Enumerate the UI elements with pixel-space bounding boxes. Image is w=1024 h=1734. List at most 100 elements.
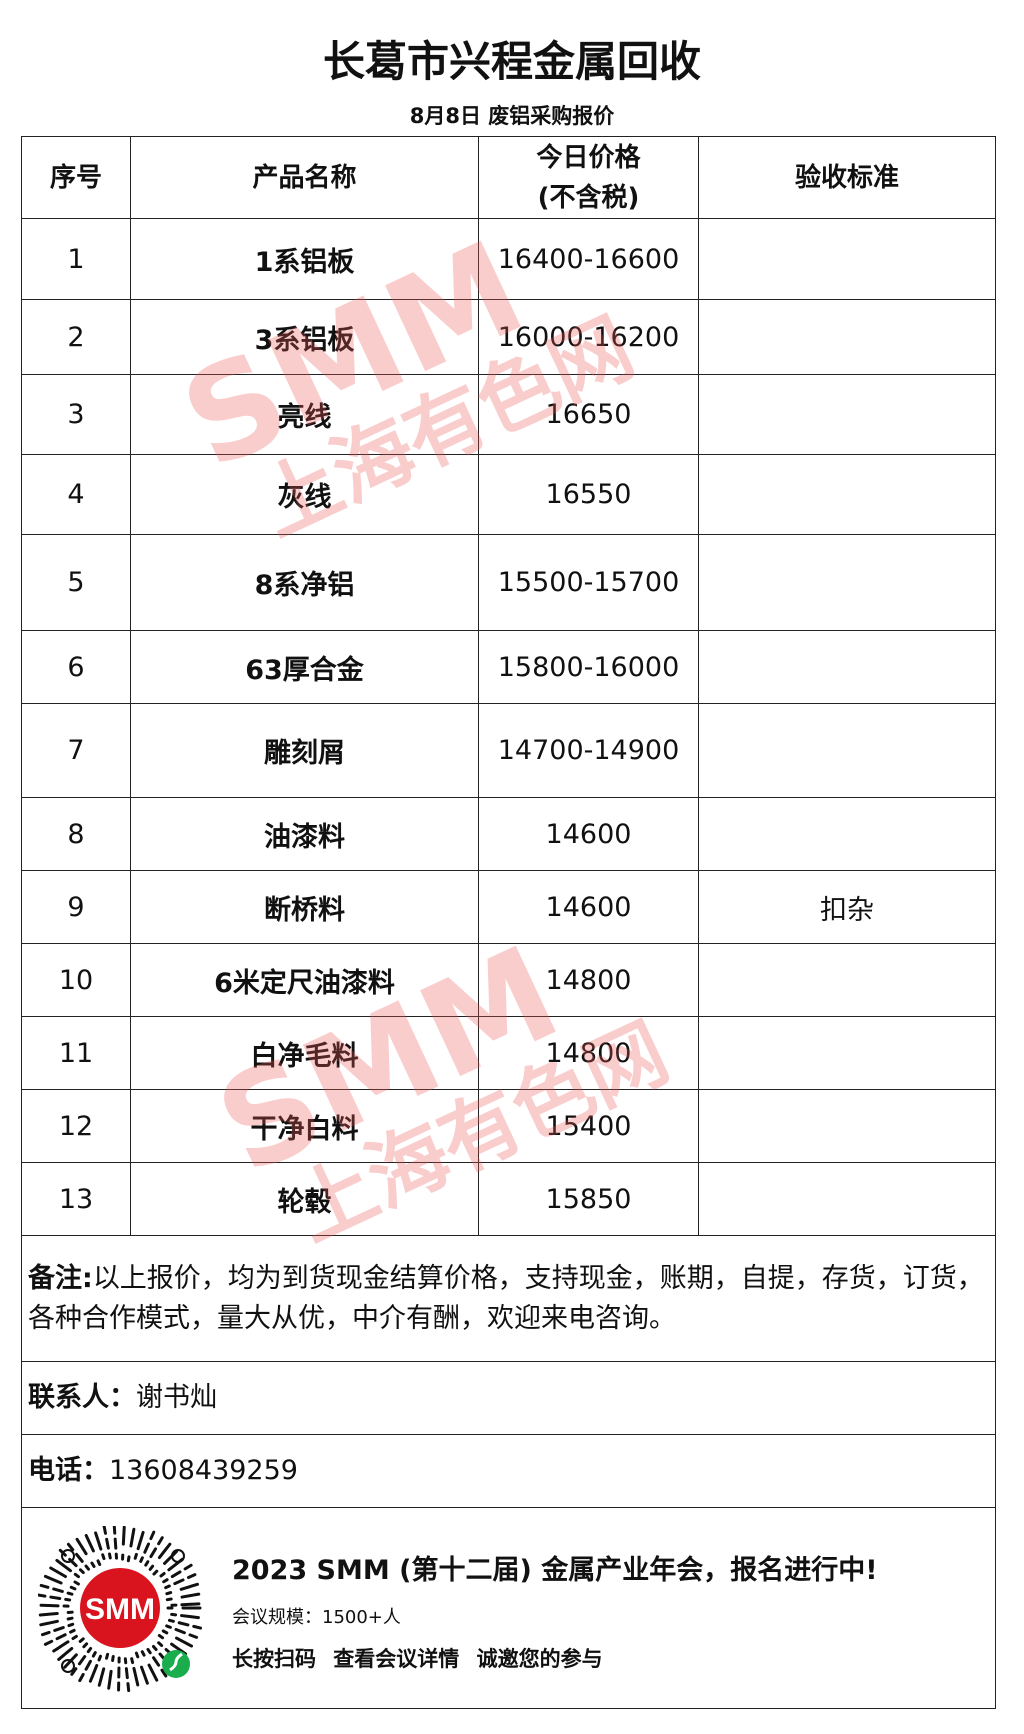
- qr-ray: [51, 1577, 63, 1585]
- qr-ray: [88, 1541, 95, 1553]
- qr-ray: [105, 1652, 110, 1660]
- qr-ray: [75, 1537, 83, 1547]
- qr-ray: [96, 1559, 102, 1566]
- acceptance-standard: [698, 630, 996, 704]
- qr-ray: [187, 1573, 197, 1579]
- acceptance-standard: [698, 218, 996, 300]
- qr-ray: [146, 1647, 152, 1655]
- row-number: 12: [21, 1089, 131, 1163]
- qr-ray: [160, 1668, 168, 1678]
- qr-ray: [43, 1639, 54, 1646]
- qr-ray: [190, 1592, 201, 1597]
- qr-ray: [97, 1654, 103, 1662]
- qr-ray: [88, 1673, 95, 1683]
- qr-ray: [105, 1537, 110, 1550]
- qr-ray: [157, 1634, 165, 1640]
- table-row: 13 轮毂 15850: [21, 1162, 996, 1236]
- table-row: 3 亮线 16650: [21, 374, 996, 455]
- qr-ray: [107, 1679, 112, 1690]
- qr-ray: [170, 1642, 181, 1651]
- table-row: 2 3系铝板 16000-16200: [21, 299, 996, 375]
- qr-ray: [70, 1667, 78, 1676]
- qr-ray: [164, 1542, 172, 1552]
- row-number: 8: [21, 797, 131, 871]
- qr-ray: [91, 1651, 97, 1658]
- ad-banner[interactable]: SMM 2023 SMM (第十二届) 金属产业年会，报名进行中! 会议规模：1…: [21, 1507, 996, 1709]
- price: 16550: [478, 454, 699, 535]
- qr-ray: [91, 1663, 99, 1676]
- table-row: 6 63厚合金 15800-16000: [21, 630, 996, 704]
- qr-ray: [52, 1645, 62, 1653]
- qr-ray: [179, 1585, 192, 1591]
- phone-cell: 电话：13608439259: [21, 1434, 996, 1508]
- qr-ray: [126, 1682, 131, 1693]
- qr-ray: [99, 1667, 106, 1680]
- qr-ray: [189, 1615, 200, 1620]
- qr-ray: [108, 1552, 112, 1560]
- ad-cta: 长按扫码 查看会议详情 诚邀您的参与: [232, 1647, 603, 1671]
- qr-ray: [43, 1574, 54, 1581]
- qr-ray: [82, 1642, 89, 1649]
- qr-ray: [173, 1578, 185, 1586]
- qr-ray: [157, 1536, 164, 1546]
- table-row: 5 8系净铝 15500-15700: [21, 534, 996, 631]
- qr-ray: [129, 1535, 135, 1548]
- qr-ray: [49, 1595, 62, 1600]
- product-name: 63厚合金: [130, 630, 479, 704]
- row-number: 10: [21, 943, 131, 1017]
- qr-ray: [136, 1538, 143, 1551]
- product-name: 8系净铝: [130, 534, 479, 631]
- page-subtitle: 8月8日 废铝采购报价: [409, 104, 615, 128]
- price-table: 序号 产品名称 今日价格 (不含税) 验收标准 1 1系铝板 16400-16600 2…: [21, 136, 996, 1709]
- acceptance-standard: [698, 1016, 996, 1090]
- price: 16650: [478, 374, 699, 455]
- acceptance-standard: [698, 299, 996, 375]
- table-row: 12 干净白料 15400: [21, 1089, 996, 1163]
- qr-ray: [183, 1641, 194, 1648]
- qr-ray: [134, 1651, 140, 1659]
- qr-ray: [151, 1644, 158, 1652]
- qr-ray: [170, 1570, 182, 1579]
- qr-ray: [157, 1548, 167, 1560]
- qr-ray: [132, 1666, 138, 1679]
- qr-ray: [149, 1547, 158, 1559]
- product-name: 干净白料: [130, 1089, 479, 1163]
- qr-ray: [149, 1530, 156, 1541]
- price: 14600: [478, 797, 699, 871]
- qr-ray: [55, 1633, 67, 1641]
- qr-ray: [134, 1676, 140, 1687]
- qr-ray: [39, 1583, 50, 1589]
- table-row: 8 油漆料 14600: [21, 797, 996, 871]
- qr-ray: [159, 1572, 166, 1578]
- qr-ray: [163, 1555, 173, 1565]
- qr-ray: [130, 1657, 135, 1665]
- qr-ray: [157, 1641, 164, 1647]
- qr-ray: [73, 1580, 80, 1586]
- qr-ray: [49, 1566, 59, 1573]
- qr-ray: [147, 1663, 155, 1675]
- ad-scale: 会议规模：1500+人: [232, 1607, 401, 1628]
- price: 15400: [478, 1089, 699, 1163]
- qr-ray: [66, 1542, 75, 1552]
- qr-ray: [84, 1564, 91, 1571]
- row-number: 13: [21, 1162, 131, 1236]
- qr-ray: [55, 1558, 64, 1567]
- acceptance-standard: [698, 1089, 996, 1163]
- price: 16000-16200: [478, 299, 699, 375]
- qr-ray: [84, 1659, 92, 1671]
- qr-ray: [111, 1655, 115, 1662]
- qr-ray: [139, 1556, 144, 1563]
- qr-ray: [140, 1665, 147, 1678]
- note-cell: 备注:以上报价，均为到货现金结算价格，支持现金，账期，自提，存货，订货，各种合作…: [21, 1235, 996, 1362]
- qr-ray: [140, 1650, 146, 1657]
- table-row: 4 灰线 16550: [21, 454, 996, 535]
- header-no: 序号: [21, 136, 131, 219]
- qr-ray: [175, 1636, 186, 1644]
- product-name: 灰线: [130, 454, 479, 535]
- product-name: 亮线: [130, 374, 479, 455]
- qr-ray: [131, 1527, 136, 1538]
- qr-ray: [143, 1542, 150, 1554]
- qr-code-icon[interactable]: SMM: [38, 1526, 208, 1696]
- qr-ray: [167, 1562, 178, 1572]
- qr-ray: [162, 1578, 169, 1584]
